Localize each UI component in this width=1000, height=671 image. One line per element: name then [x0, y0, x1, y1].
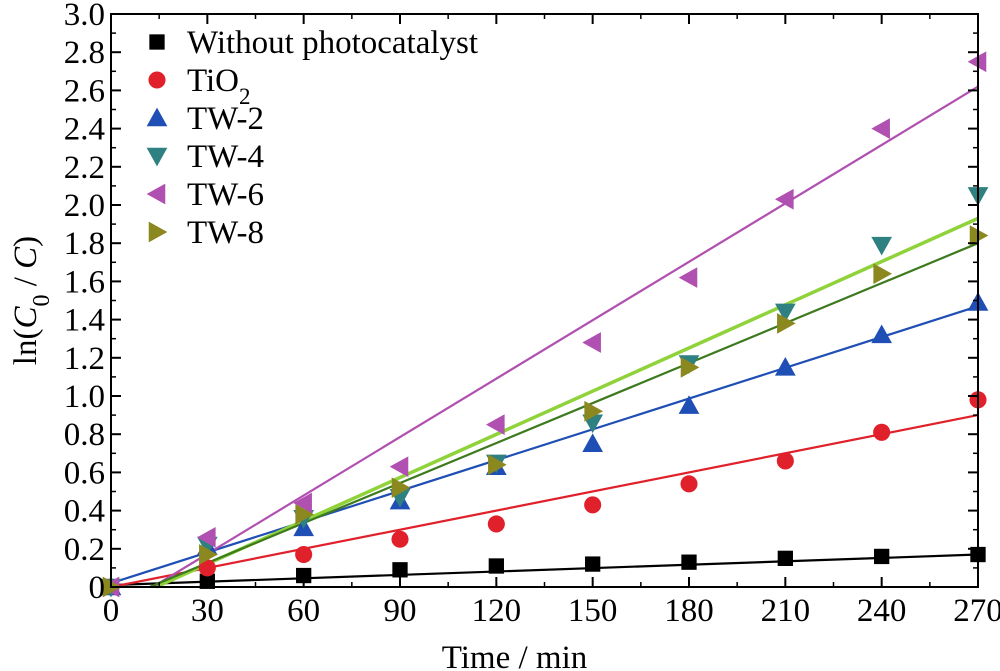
data-point-tw-8 [295, 504, 315, 525]
legend-marker-without-photocatalyst [149, 34, 165, 50]
data-point-tw-6 [967, 51, 987, 73]
x-tick-label: 60 [287, 593, 320, 629]
data-point-tw-8 [488, 454, 507, 476]
data-point-tio2 [487, 515, 505, 533]
data-point-tw-2 [582, 433, 604, 453]
data-point-tw-4 [871, 236, 893, 256]
fit-line-without-photocatalyst [110, 553, 979, 587]
data-point-tw-8 [391, 477, 411, 499]
data-point-without-photocatalyst [585, 556, 601, 572]
legend-marker-tw-6 [146, 183, 166, 205]
x-tick-label: 240 [857, 593, 907, 629]
data-point-tio2 [680, 475, 698, 493]
y-tick-label: 1.2 [64, 341, 105, 377]
x-tick-label: 0 [103, 593, 120, 629]
legend-label-tw-6: TW-6 [187, 177, 264, 213]
y-tick-label: 0.2 [64, 532, 105, 568]
y-tick-label: 3.0 [64, 0, 105, 33]
legend-label-tw-4: TW-4 [187, 139, 264, 175]
data-point-tio2 [198, 559, 216, 577]
y-tick-label: 2.0 [64, 188, 105, 224]
data-point-tw-2 [871, 324, 893, 344]
x-tick-label: 150 [568, 593, 618, 629]
plot-layer [100, 51, 989, 598]
data-point-tw-6 [485, 414, 505, 435]
data-point-tio2 [873, 423, 891, 441]
legend-label-tw-2: TW-2 [187, 101, 264, 137]
y-tick-label: 2.4 [64, 112, 105, 148]
legend-label-without-photocatalyst: Without photocatalyst [187, 25, 478, 61]
y-tick-label: 2.6 [64, 73, 105, 109]
y-tick-label: 0.4 [64, 494, 105, 530]
data-point-tw-6 [678, 267, 698, 288]
data-point-tw-6 [293, 492, 312, 514]
data-point-tw-6 [389, 456, 409, 478]
fit-line-tw-2 [110, 305, 979, 585]
data-point-tw-2 [774, 357, 796, 376]
data-point-tw-6 [871, 118, 890, 139]
axes-layer: 0 30 60 90 120 150 180 210 240 27000.20.40.60.81.… [8, 0, 1000, 671]
legend-marker-tw-4 [146, 147, 168, 167]
data-point-tio2 [295, 545, 313, 564]
data-point-tw-8 [584, 400, 604, 422]
fit-line-tio2 [110, 414, 979, 589]
data-point-tw-8 [199, 544, 218, 565]
data-point-tw-8 [969, 225, 989, 246]
y-tick-label: 1.4 [64, 303, 105, 339]
y-tick-label: 2.8 [64, 35, 105, 71]
x-tick-label: 210 [761, 593, 811, 629]
data-point-without-photocatalyst [777, 550, 793, 566]
y-tick-label: 1.6 [64, 264, 105, 300]
legend-marker-tio2 [148, 71, 166, 89]
legend-label-tw-8: TW-8 [187, 215, 264, 251]
x-tick-label: 270 [953, 593, 1000, 629]
y-tick-label: 0 [89, 570, 106, 606]
legend-marker-tw-2 [146, 107, 168, 127]
data-point-without-photocatalyst [296, 567, 312, 584]
y-axis-title: ln(C0 / C) [8, 236, 55, 365]
legend: Without photocatalystTiO2TW-2TW-4TW-6TW-… [146, 25, 478, 251]
data-point-tw-6 [774, 188, 794, 210]
x-tick-label: 180 [664, 593, 714, 629]
y-tick-label: 1.8 [64, 226, 105, 262]
data-point-tw-6 [196, 526, 216, 548]
data-point-without-photocatalyst [392, 562, 408, 578]
fit-line-tw-6 [152, 85, 979, 588]
data-point-tw-2 [678, 395, 700, 414]
y-tick-label: 1.0 [64, 379, 105, 415]
data-point-tw-8 [777, 313, 796, 334]
data-point-tio2 [776, 452, 794, 470]
x-tick-label: 90 [384, 593, 417, 629]
data-point-tio2 [391, 530, 409, 548]
data-point-without-photocatalyst [488, 558, 504, 574]
data-point-without-photocatalyst [874, 548, 890, 565]
data-point-without-photocatalyst [681, 554, 697, 570]
data-point-tio2 [584, 496, 602, 514]
data-point-tw-6 [582, 332, 601, 353]
x-axis-title: Time / min [442, 640, 588, 671]
data-point-tw-8 [680, 357, 700, 378]
x-tick-label: 30 [191, 593, 224, 629]
data-point-tw-4 [774, 303, 796, 323]
fit-line-tw-4 [155, 216, 979, 589]
fit-line-tw-8 [149, 242, 979, 589]
y-tick-label: 0.8 [64, 417, 105, 453]
y-tick-label: 0.6 [64, 455, 105, 491]
y-tick-label: 2.2 [64, 150, 105, 186]
legend-marker-tw-8 [148, 221, 168, 243]
data-point-tw-8 [873, 263, 893, 285]
x-tick-label: 120 [472, 593, 522, 629]
